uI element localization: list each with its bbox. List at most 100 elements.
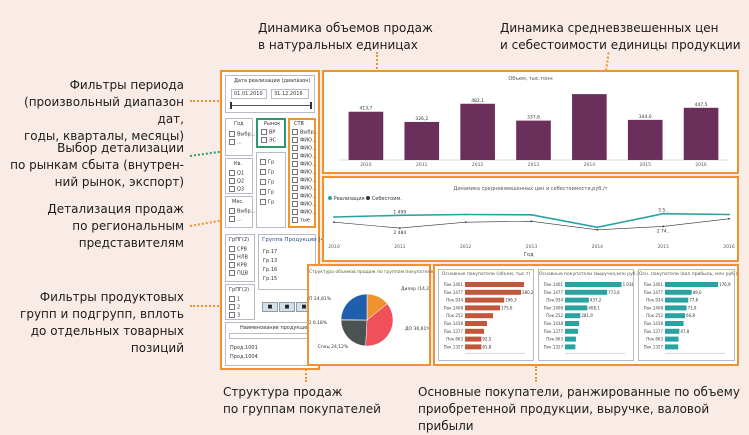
group-filter-item[interactable]: Гр.16	[263, 267, 277, 274]
pie-label: СТО 0,18%	[309, 320, 328, 326]
year-filter-item[interactable]: ...	[229, 139, 242, 147]
month-filter-item[interactable]: ...	[229, 216, 242, 224]
price-tick-label: 2011	[394, 244, 406, 250]
group-list-item[interactable]: Гр	[260, 159, 274, 167]
price-tick-label: 2016	[723, 244, 735, 250]
checkbox-icon	[292, 129, 298, 135]
buyer-label: Пок.1401	[444, 282, 464, 287]
filter-button-2[interactable]: ■	[279, 302, 295, 312]
month-filter: Мес. Выбр... ...	[225, 196, 253, 228]
checkbox-icon	[229, 254, 235, 260]
checkbox-icon	[229, 270, 235, 276]
rep-filter-item[interactable]: ФИО...	[292, 161, 317, 169]
buyer-bar-label: 408,1	[588, 305, 600, 310]
buyer-label: Пок.1377	[644, 329, 664, 334]
checkbox-icon	[229, 262, 235, 268]
rep-filter-item[interactable]: ФИО...	[292, 201, 317, 209]
group-list-item[interactable]: Гр	[260, 189, 274, 197]
group-list-item[interactable]: Гр	[260, 169, 274, 177]
price-point	[399, 227, 401, 229]
quarter-filter-item[interactable]: Q1	[229, 170, 244, 178]
rep-filter-item[interactable]: Выбр...	[292, 129, 318, 137]
rep-filter-item[interactable]: ФИО...	[292, 209, 317, 217]
market-filter-item-vr[interactable]: ВР	[261, 129, 275, 137]
checkbox-icon	[261, 129, 267, 135]
buyer-bar-label: 81,8	[482, 344, 491, 349]
group-filter-item[interactable]: Гр.17	[263, 249, 277, 256]
price-point	[531, 220, 533, 222]
product-filter-item[interactable]: Прод.1001	[230, 345, 258, 352]
rep-filter-item[interactable]: тые	[292, 217, 310, 225]
rep-filter-item[interactable]: ФИО...	[292, 177, 317, 185]
buyer-bar	[565, 305, 587, 310]
buyer-label: Пок.1477	[544, 290, 564, 295]
buyers-frame: Основные покупатели (объем, тыс.т) Пок.1…	[433, 264, 739, 366]
subgroup2-filter-item[interactable]: 1	[229, 296, 240, 304]
pie-chart: Дилер (14,25%)ДО 36,61%Спец 24,12%СТО 0,…	[309, 266, 429, 364]
date-slider-track[interactable]	[231, 105, 311, 106]
date-slider-handle-right[interactable]	[310, 102, 312, 109]
market-filter-item-es[interactable]: ЭС	[261, 137, 276, 145]
group-filter-item[interactable]: Гр.13	[263, 258, 277, 265]
quarter-filter-item[interactable]: Q3	[229, 186, 244, 194]
volume-chart: 413,72010326,22011482,12012337,62013564,…	[324, 72, 737, 172]
month-filter-title: Мес.	[232, 199, 244, 206]
group-list-item[interactable]: Гр	[260, 199, 274, 207]
rep-filter-item[interactable]: ФИО...	[292, 169, 317, 177]
buyer-label: Пок.252	[446, 313, 463, 318]
subgroup2-filter-item[interactable]: 2	[229, 304, 240, 312]
rep-filter-item[interactable]: ФИО...	[292, 185, 317, 193]
subgroup-filter-item[interactable]: СРВ	[229, 246, 247, 254]
buyer-bar	[665, 290, 692, 295]
rep-filter-item[interactable]: ФИО...	[292, 193, 317, 201]
checkbox-icon	[229, 216, 235, 222]
checkbox-icon	[292, 177, 298, 183]
price-point-label: 2 74..	[657, 228, 670, 234]
price-point	[662, 226, 664, 228]
quarter-filter-title: Кв.	[234, 161, 242, 168]
pie-slice	[341, 320, 367, 346]
rep-filter-item[interactable]: ФИО...	[292, 137, 317, 145]
rep-filter-item[interactable]: ФИО...	[292, 145, 317, 153]
year-filter-title: Год	[234, 121, 244, 128]
buyer-label: Пок.1477	[644, 290, 664, 295]
month-filter-item[interactable]: Выбр...	[229, 208, 255, 216]
date-to-input[interactable]: 31.12.2016	[271, 89, 309, 99]
product-search-input[interactable]	[229, 333, 313, 339]
year-filter: Год Выбр... ...	[225, 118, 253, 156]
rep-filter: СТВ Выбр...ФИО...ФИО...ФИО...ФИО...ФИО..…	[288, 118, 316, 228]
year-filter-item[interactable]: Выбр...	[229, 131, 255, 139]
group-filter-item[interactable]: Гр.15	[263, 276, 277, 283]
group-list-item[interactable]: Гр	[260, 179, 274, 187]
date-slider-handle-left[interactable]	[230, 102, 232, 109]
quarter-filter-item[interactable]: Q2	[229, 178, 244, 186]
buyer-label: Пок.1438	[644, 321, 664, 326]
buyer-bar	[565, 337, 576, 342]
subgroup2-filter-item[interactable]: 3	[229, 312, 240, 320]
product-filter-title: Наименование продукции	[240, 325, 309, 332]
filter-button-1[interactable]: ■	[262, 302, 278, 312]
subgroup-filter-item[interactable]: НЛВ	[229, 254, 248, 262]
annotation-period: Фильтры периода(произвольный диапазон да…	[0, 77, 184, 145]
buyer-bar-label: 89,0	[693, 290, 702, 295]
buyer-bar	[465, 305, 500, 310]
buyer-bar	[465, 282, 524, 287]
price-tick-label: 2012	[460, 244, 472, 250]
buyer-label: Пок.663	[646, 337, 663, 342]
rep-filter-item[interactable]: ФИО...	[292, 153, 317, 161]
product-filter-item[interactable]: Прод.1004	[230, 354, 258, 361]
volume-tick-label: 2010	[360, 162, 372, 168]
buyers-revenue-panel: Основные покупатели (выручка,млн руб.) П…	[538, 269, 634, 361]
volume-tick-label: 2013	[528, 162, 540, 168]
buyer-bar-label: 196,3	[505, 298, 517, 303]
buyer-bar	[565, 313, 580, 318]
subgroup-filter-item[interactable]: ПЦВ	[229, 270, 248, 278]
price-tick-label: 2013	[526, 244, 538, 250]
date-from-input[interactable]: 01.01.2010	[231, 89, 267, 99]
buyer-bar	[465, 344, 481, 349]
subgroup-filter-item[interactable]: КРВ	[229, 262, 247, 270]
checkbox-icon	[229, 208, 235, 214]
